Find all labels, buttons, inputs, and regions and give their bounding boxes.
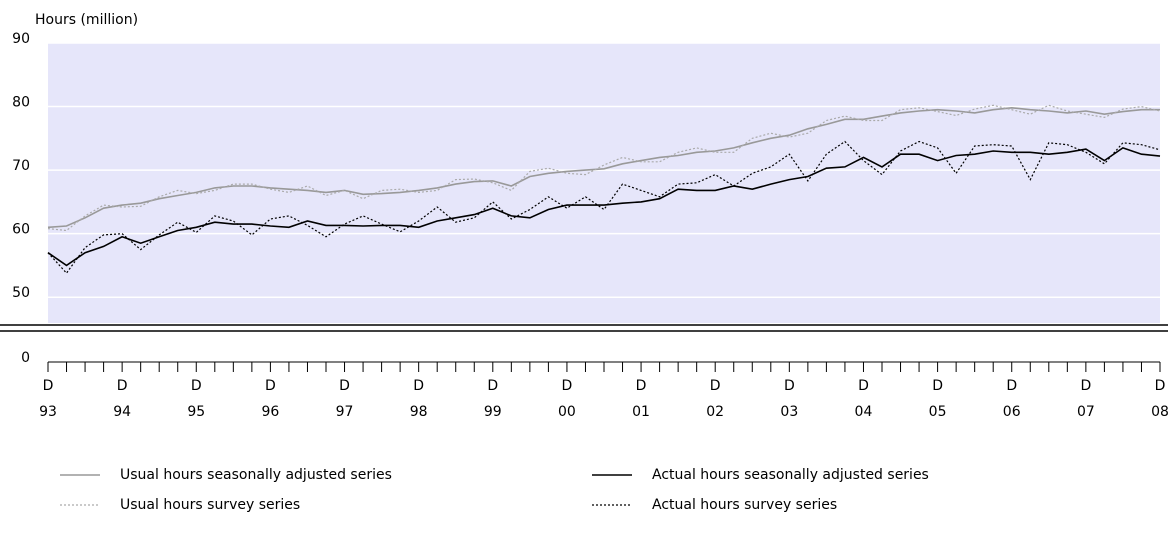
y-tick-label: 70 xyxy=(12,158,30,174)
x-tick-label: D 95 xyxy=(187,378,206,420)
y-tick-label: 60 xyxy=(12,222,30,238)
y-tick-label: 90 xyxy=(12,31,30,47)
series-line xyxy=(47,147,1161,267)
y-tick-label: 0 xyxy=(21,350,30,366)
x-tick-label: D 94 xyxy=(113,378,132,420)
legend-label: Actual hours survey series xyxy=(652,497,837,513)
legend-label: Usual hours seasonally adjusted series xyxy=(120,467,392,483)
y-tick-label: 50 xyxy=(12,285,30,301)
x-tick-label: D 08 xyxy=(1151,378,1169,420)
x-tick-label: D 06 xyxy=(1002,378,1021,420)
x-tick-label: D 93 xyxy=(39,378,57,420)
x-tick-label: D 96 xyxy=(261,378,280,420)
series-line xyxy=(47,140,1161,275)
x-tick-label: D 00 xyxy=(558,378,576,420)
x-tick-label: D 05 xyxy=(928,378,947,420)
series-line xyxy=(47,106,1160,229)
x-tick-label: D 99 xyxy=(483,378,502,420)
plot-background xyxy=(48,43,1160,323)
legend-label: Usual hours survey series xyxy=(120,497,300,513)
x-tick-label: D 03 xyxy=(780,378,799,420)
x-tick-label: D 02 xyxy=(706,378,725,420)
y-axis-title: Hours (million) xyxy=(35,12,138,28)
x-tick-label: D 98 xyxy=(409,378,428,420)
legend-label: Actual hours seasonally adjusted series xyxy=(652,467,929,483)
x-tick-label: D 04 xyxy=(854,378,873,420)
x-tick-label: D 01 xyxy=(632,378,650,420)
x-tick-label: D 07 xyxy=(1076,378,1095,420)
x-tick-label: D 97 xyxy=(335,378,354,420)
y-tick-label: 80 xyxy=(12,95,30,111)
